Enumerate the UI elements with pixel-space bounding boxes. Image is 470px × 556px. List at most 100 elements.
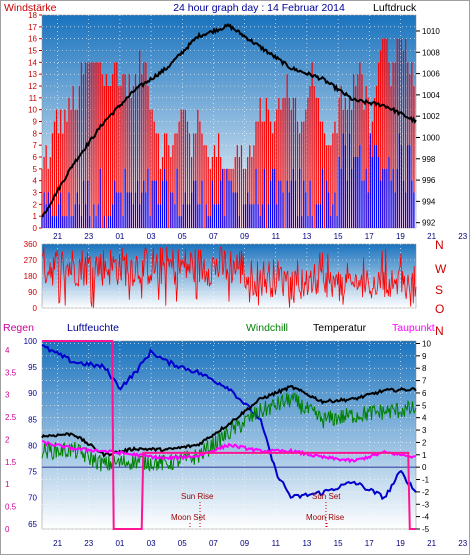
wind-tick-label: 6 xyxy=(33,153,38,162)
wind-tick-label: 0 xyxy=(33,224,38,233)
compass-label: N xyxy=(435,324,444,338)
time-tick-label: 23 xyxy=(458,539,467,548)
humidity-tick-label: 65 xyxy=(28,520,37,529)
wind-tick-label: 12 xyxy=(28,82,37,91)
rain-line xyxy=(42,340,416,530)
temperature-tick-label: 4 xyxy=(422,414,427,423)
regen-tick-label: 3 xyxy=(5,391,10,400)
legend-temperatur: Temperatur xyxy=(313,322,367,334)
direction-tick-label: 0 xyxy=(33,304,38,313)
wind-tick-label: 18 xyxy=(28,11,37,20)
wind-tick-label: 11 xyxy=(29,94,38,103)
chart-title: 24 hour graph day : 14 Februar 2014 xyxy=(173,2,345,14)
humidity-tick-label: 70 xyxy=(28,494,37,503)
direction-tick-label: 360 xyxy=(24,240,38,249)
temperature-tick-label: 8 xyxy=(422,364,427,373)
direction-tick-label: 180 xyxy=(24,272,38,281)
humidity-tick-label: 75 xyxy=(28,468,37,477)
wind-direction-line xyxy=(41,245,417,308)
humidity-tick-label: 90 xyxy=(28,389,37,398)
temperature-tick-label: 6 xyxy=(422,389,427,398)
temperature-tick-label: 2 xyxy=(422,438,427,447)
pressure-tick-label: 992 xyxy=(422,219,436,228)
pressure-tick-label: 998 xyxy=(422,155,436,164)
temperature-tick-label: 7 xyxy=(422,377,427,386)
direction-tick-label: 270 xyxy=(24,256,38,265)
moon-rise-label: Moon Rise xyxy=(306,513,345,522)
time-tick-label: 01 xyxy=(115,232,124,241)
temperature-tick-label: 3 xyxy=(422,426,427,435)
time-tick-label: 17 xyxy=(365,232,374,241)
direction-tick-label: 90 xyxy=(28,288,37,297)
temperature-tick-label: 0 xyxy=(422,463,427,472)
pressure-tick-label: 1000 xyxy=(422,133,440,142)
temperature-axis-ticks: -5 -4 -3 -2 -1 0 1 2 3 4 5 6 7 8 9 10 xyxy=(416,339,431,534)
time-tick-label: 05 xyxy=(178,232,187,241)
time-tick-label: 15 xyxy=(334,232,343,241)
wind-tick-label: 15 xyxy=(28,47,37,56)
pressure-axis-ticks: 992 994 996 998 1000 1002 1004 1006 1008 1010 xyxy=(416,27,440,228)
temperature-tick-label: -2 xyxy=(422,488,430,497)
time-tick-label: 11 xyxy=(272,539,281,548)
regen-tick-label: 4 xyxy=(5,346,10,355)
pressure-tick-label: 994 xyxy=(422,197,436,206)
time-tick-label: 23 xyxy=(458,232,467,241)
compass-label: N xyxy=(435,238,444,252)
wind-tick-label: 17 xyxy=(28,23,37,32)
time-tick-label: 13 xyxy=(302,232,311,241)
temperature-tick-label: -3 xyxy=(422,500,430,509)
wind-tick-label: 2 xyxy=(33,200,38,209)
temperature-tick-label: 1 xyxy=(422,451,427,460)
time-tick-label: 03 xyxy=(147,539,156,548)
wind-tick-label: 3 xyxy=(33,189,38,198)
pressure-tick-label: 1006 xyxy=(422,70,440,79)
pressure-line xyxy=(41,23,417,218)
time-tick-label: 11 xyxy=(272,232,281,241)
pressure-axis-title: Luftdruck xyxy=(373,2,417,14)
temperature-tick-label: 10 xyxy=(422,339,431,348)
humidity-axis-ticks: 65 70 75 80 85 90 95 100 xyxy=(24,337,38,529)
time-tick-label: 19 xyxy=(396,539,405,548)
windchill-line xyxy=(41,392,417,472)
time-tick-label: 23 xyxy=(84,232,93,241)
regen-axis-ticks: 0 0.5 1 1.5 2 2.5 3 3.5 4 xyxy=(5,346,17,534)
wind-tick-label: 4 xyxy=(33,177,38,186)
temperature-tick-label: 5 xyxy=(422,401,427,410)
time-tick-label: 01 xyxy=(115,539,124,548)
wind-tick-label: 8 xyxy=(33,129,38,138)
time-tick-label: 03 xyxy=(147,232,156,241)
regen-tick-label: 2.5 xyxy=(5,413,17,422)
regen-tick-label: 1 xyxy=(5,480,10,489)
regen-tick-label: 2 xyxy=(5,435,10,444)
pressure-tick-label: 996 xyxy=(422,176,436,185)
wind-blue-bars xyxy=(41,133,415,228)
direction-axis-ticks: 0 90 180 270 360 xyxy=(24,240,38,313)
wind-tick-label: 13 xyxy=(28,70,37,79)
regen-tick-label: 0.5 xyxy=(5,503,17,512)
wind-tick-label: 1 xyxy=(33,212,38,221)
moon-set-label: Moon Set xyxy=(171,513,206,522)
time-tick-label: 09 xyxy=(240,539,249,548)
time-tick-label: 21 xyxy=(427,539,436,548)
time-tick-label: 23 xyxy=(84,539,93,548)
compass-label: W xyxy=(435,262,447,276)
pressure-tick-label: 1010 xyxy=(422,27,440,36)
regen-tick-label: 1.5 xyxy=(5,458,17,467)
time-tick-label: 13 xyxy=(302,539,311,548)
compass-label: O xyxy=(435,302,444,316)
pressure-tick-label: 1008 xyxy=(422,48,440,57)
time-tick-label: 21 xyxy=(427,232,436,241)
climate-time-ticks: 21 23 01 03 05 07 09 11 13 15 17 19 21 23 xyxy=(53,539,468,548)
regen-tick-label: 0 xyxy=(5,525,10,534)
wind-tick-label: 5 xyxy=(33,165,38,174)
temperature-tick-label: -1 xyxy=(422,476,430,485)
time-tick-label: 09 xyxy=(240,232,249,241)
humidity-tick-label: 80 xyxy=(28,441,37,450)
humidity-line xyxy=(41,344,417,501)
climate-panel-background xyxy=(41,340,417,530)
temperature-tick-label: -5 xyxy=(422,525,430,534)
wind-axis-title: Windstärke xyxy=(4,2,57,14)
